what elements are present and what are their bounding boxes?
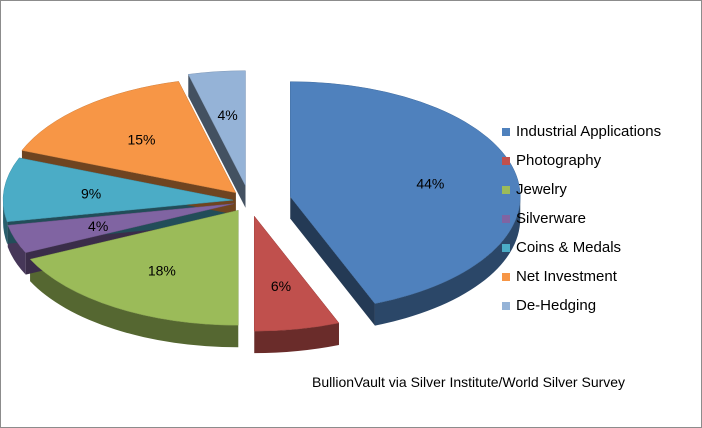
legend-label: Photography xyxy=(516,152,602,169)
legend-swatch xyxy=(502,185,510,194)
legend-item-silverware: Silverware xyxy=(502,204,697,233)
data-label-net-investment: 15% xyxy=(127,131,155,147)
slice-outer-wall xyxy=(374,196,521,326)
slice-coins-medals xyxy=(2,157,234,222)
legend-item-net-investment: Net Investment xyxy=(502,262,697,291)
slice-net-investment xyxy=(21,81,237,194)
legend-item-jewelry: Jewelry xyxy=(502,175,697,204)
legend-swatch xyxy=(502,214,510,223)
pie-labels: 44% 6% 18% 4% 9% 15% 4% xyxy=(81,107,444,294)
data-label-industrial-applications: 44% xyxy=(416,175,444,191)
data-label-photography: 6% xyxy=(271,278,291,294)
legend: Industrial Applications Photography Jewelr… xyxy=(502,117,697,320)
data-label-de-hedging: 4% xyxy=(218,107,238,123)
slice-depth-industrial-applications xyxy=(290,196,521,326)
slice-side-wall xyxy=(188,74,246,208)
legend-swatch xyxy=(502,301,510,310)
legend-label: Net Investment xyxy=(516,268,617,285)
legend-swatch xyxy=(502,272,510,281)
legend-item-de-hedging: De-Hedging xyxy=(502,291,697,320)
source-note: BullionVault via Silver Institute/World … xyxy=(312,374,626,390)
legend-swatch xyxy=(502,156,510,165)
slice-silverware xyxy=(7,203,234,253)
slice-depth-de-hedging xyxy=(188,74,246,208)
legend-swatch xyxy=(502,243,510,252)
legend-label: De-Hedging xyxy=(516,297,597,314)
slice-de-hedging xyxy=(187,70,246,186)
slice-outer-wall xyxy=(254,323,339,354)
legend-label: Industrial Applications xyxy=(516,123,662,140)
data-label-coins-medals: 9% xyxy=(81,185,101,201)
slice-outer-wall xyxy=(30,259,239,348)
legend-item-coins-medals: Coins & Medals xyxy=(502,233,697,262)
legend-item-industrial-applications: Industrial Applications xyxy=(502,117,697,146)
legend-swatch xyxy=(502,127,510,136)
slice-industrial-applications xyxy=(290,81,521,304)
data-label-jewelry: 18% xyxy=(148,262,176,278)
slice-jewelry xyxy=(29,209,239,326)
slice-photography xyxy=(253,215,340,332)
legend-label: Silverware xyxy=(516,210,587,227)
legend-item-photography: Photography xyxy=(502,146,697,175)
legend-label: Coins & Medals xyxy=(516,239,622,256)
data-label-silverware: 4% xyxy=(88,218,108,234)
legend-label: Jewelry xyxy=(516,181,567,198)
slice-side-wall xyxy=(290,196,375,326)
pie-top-layer xyxy=(2,70,521,332)
